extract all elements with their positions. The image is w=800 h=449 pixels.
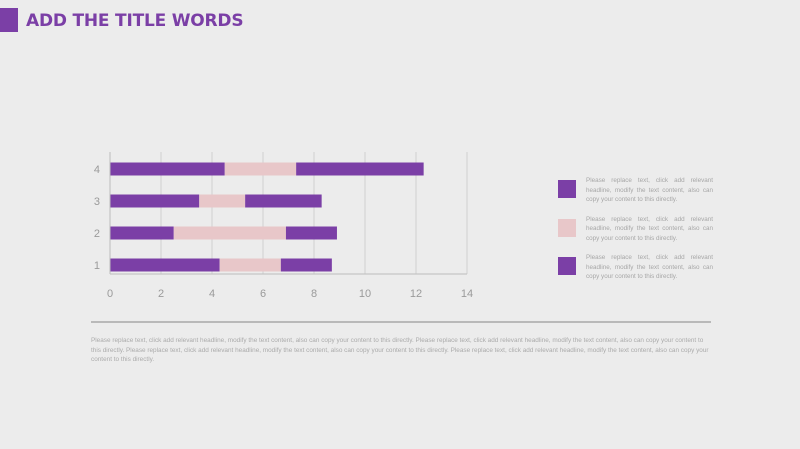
legend-item: Please replace text, click add relevant … [558,176,713,205]
y-tick-label: 4 [94,164,100,176]
x-tick-label: 8 [311,288,317,300]
y-tick-label: 2 [94,228,100,240]
bar-segment [285,226,337,240]
x-tick-label: 4 [209,288,215,300]
y-tick-label: 1 [94,260,100,272]
x-tick-label: 10 [359,288,371,300]
legend-swatch [558,180,576,198]
bar-segment [280,258,332,272]
legend-swatch [558,218,576,237]
bar-segment [110,162,225,176]
bar-segment [110,258,220,272]
x-tick-label: 6 [260,288,266,300]
x-tick-label: 0 [107,288,113,300]
title-accent-block [0,8,18,32]
legend-item: Please replace text, click add relevant … [558,253,713,282]
bar-segment [296,162,424,176]
x-tick-label: 14 [461,288,473,300]
bar-segment [245,194,322,208]
bar-segment [110,194,200,208]
legend: Please replace text, click add relevant … [558,176,713,292]
bar-segment [224,162,297,176]
bar-segment [199,194,246,208]
legend-text: Please replace text, click add relevant … [586,215,713,242]
legend-item: Please replace text, click add relevant … [558,215,713,244]
y-tick-label: 3 [94,196,100,208]
bar-segment [173,226,286,240]
body-text: Please replace text, click add relevant … [91,337,709,364]
divider [91,321,711,323]
legend-text: Please replace text, click add relevant … [586,177,713,203]
legend-swatch [558,257,576,275]
x-tick-label: 2 [158,288,164,300]
x-tick-label: 12 [410,288,422,300]
bar-segment [219,258,281,272]
bar-segment [110,226,174,240]
page-title: ADD THE TITLE WORDS [26,11,244,31]
legend-text: Please replace text, click add relevant … [586,254,713,280]
